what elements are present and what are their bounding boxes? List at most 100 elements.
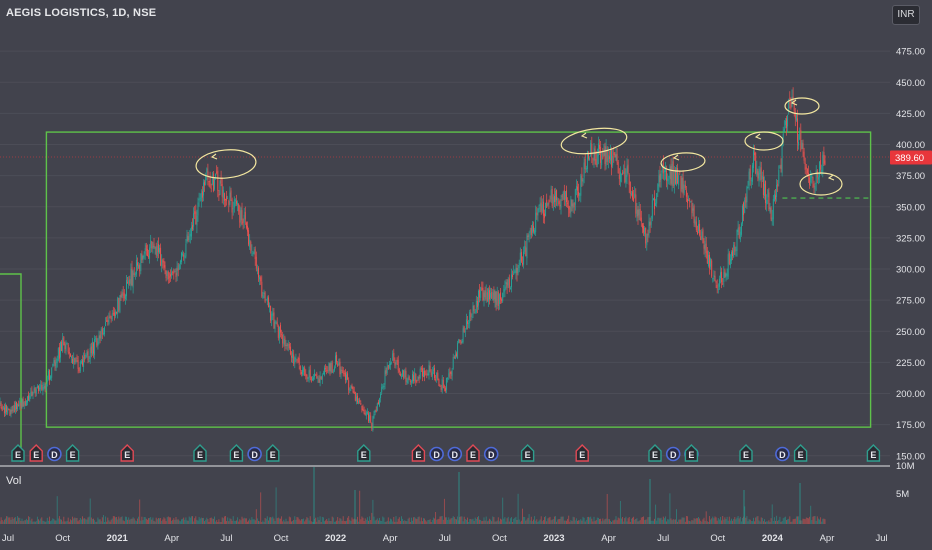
earnings-marker[interactable]: E (520, 444, 535, 462)
currency-button[interactable]: INR (892, 5, 920, 25)
earnings-marker[interactable]: E (411, 444, 426, 462)
dividend-marker[interactable]: D (775, 446, 790, 462)
candle-body (776, 184, 778, 197)
candle-body (503, 289, 505, 293)
candle-body (692, 208, 694, 211)
candle-body (119, 295, 121, 313)
earnings-marker[interactable]: E (466, 444, 480, 462)
price-axis[interactable]: 475.00450.00425.00400.00375.00350.00325.… (890, 0, 932, 550)
volume-bar (447, 519, 449, 524)
time-axis[interactable]: Jul Oct 2021 Apr Jul Oct 2022 Apr Jul Oct 2023 Apr J… (0, 528, 932, 550)
candle-body (203, 182, 204, 196)
candle-body (101, 328, 103, 335)
candle-body (563, 190, 565, 201)
candle-body (511, 274, 512, 288)
candle-body (27, 396, 28, 403)
candle-body (737, 227, 739, 233)
candle-body (35, 389, 37, 394)
candle-body (94, 339, 96, 356)
volume-bar (56, 496, 58, 524)
candle-body (679, 172, 681, 174)
event-markers[interactable]: EEDEEEEDEEEDDEDEEEDDEEDEE (11, 444, 881, 462)
earnings-marker[interactable]: E (266, 444, 280, 462)
dividend-marker[interactable]: D (483, 446, 499, 462)
candle-body (684, 185, 686, 188)
dividend-marker[interactable]: D (447, 446, 463, 462)
earnings-marker[interactable]: E (65, 444, 80, 462)
candle-body (240, 207, 242, 221)
annotation-circle[interactable] (744, 131, 784, 151)
annotation-circle[interactable] (195, 147, 257, 180)
volume-bar (360, 519, 362, 524)
annotation-circle[interactable] (784, 97, 820, 115)
candle-body (704, 240, 706, 251)
volume-bar (452, 516, 454, 524)
earnings-marker[interactable]: E (793, 444, 808, 462)
volume-bar (270, 517, 272, 524)
volume-bar (21, 518, 23, 524)
volume-bar (787, 519, 789, 524)
candle-body (637, 209, 639, 218)
earnings-marker[interactable]: E (11, 444, 25, 462)
volume-bar (740, 521, 742, 524)
earnings-marker[interactable]: E (229, 444, 244, 462)
candle-body (89, 347, 91, 360)
candle-body (179, 260, 181, 265)
volume-bar (325, 520, 327, 524)
volume-bar (206, 517, 208, 524)
candle-body (580, 175, 582, 196)
earnings-marker[interactable]: E (193, 444, 207, 462)
volume-bar (155, 517, 157, 524)
candle-body (514, 270, 516, 273)
earnings-marker[interactable]: E (739, 444, 753, 462)
volume-bar (355, 519, 357, 524)
annotation-circle[interactable] (660, 151, 706, 172)
earnings-marker[interactable]: E (648, 444, 662, 462)
candle-body (696, 231, 698, 234)
volume-bar (663, 518, 665, 524)
volume-bar (393, 516, 395, 524)
volume-bar (330, 521, 332, 524)
earnings-marker[interactable]: E (357, 444, 371, 462)
candle-body (80, 361, 82, 364)
volume-bar (548, 517, 550, 524)
volume-bar (651, 520, 653, 524)
candle-body (491, 292, 493, 299)
dividend-marker[interactable]: D (47, 446, 62, 462)
candle-body (45, 384, 47, 389)
range-rectangle[interactable] (45, 131, 872, 428)
earnings-marker[interactable]: E (29, 444, 43, 462)
candle-body (402, 369, 404, 377)
marker-letter: E (124, 450, 130, 460)
annotation-circle[interactable] (560, 125, 629, 158)
volume-bar (133, 518, 135, 524)
volume-bar (17, 516, 19, 524)
dividend-marker[interactable]: D (429, 446, 444, 462)
prior-range-rectangle[interactable] (0, 273, 22, 462)
volume-bar (306, 517, 308, 524)
candle-body (529, 230, 531, 233)
dividend-marker[interactable]: D (247, 446, 262, 462)
earnings-marker[interactable]: E (120, 444, 134, 462)
volume-bar (747, 521, 749, 524)
candle-body (634, 193, 636, 198)
annotation-circle[interactable] (799, 172, 843, 196)
dividend-marker[interactable]: D (665, 446, 681, 462)
marker-letter: E (15, 450, 21, 460)
candle-body (793, 102, 795, 112)
earnings-marker[interactable]: E (866, 444, 881, 462)
volume-bar (695, 518, 697, 524)
candle-body (509, 288, 511, 290)
candle-body (471, 316, 473, 318)
volume-bar (648, 516, 650, 524)
volume-bar (749, 519, 751, 524)
candle-body (739, 231, 741, 240)
candle-body (410, 381, 412, 383)
earnings-marker[interactable]: E (684, 444, 699, 462)
volume-bar (434, 518, 435, 524)
volume-bar (284, 521, 286, 524)
earnings-marker[interactable]: E (575, 444, 589, 462)
volume-bar (209, 518, 211, 524)
